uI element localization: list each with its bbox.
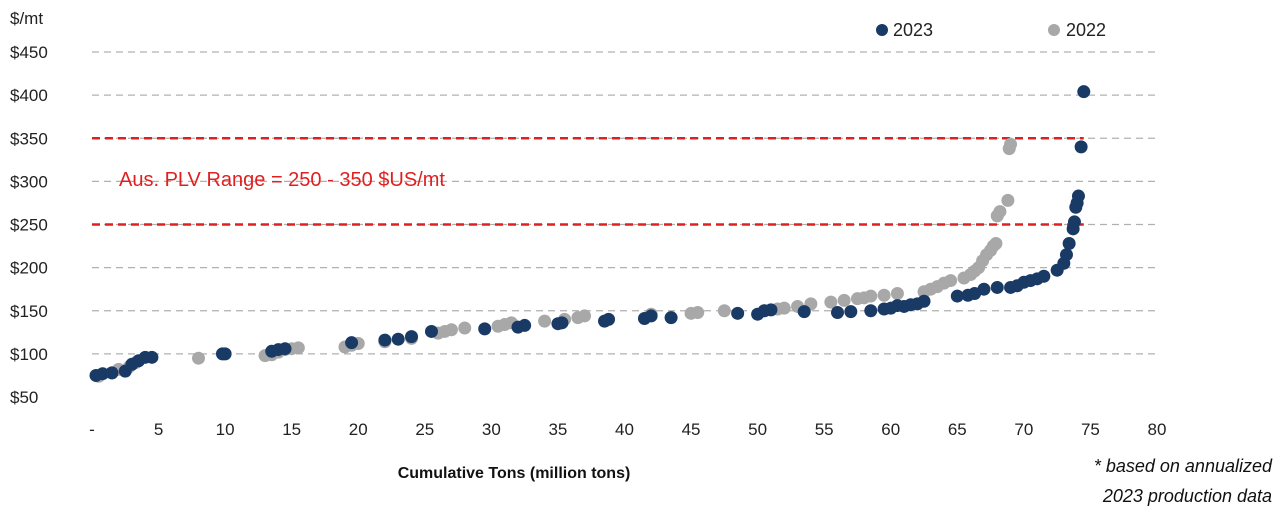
x-tick-label: 45: [682, 420, 701, 439]
point-2022: [1004, 137, 1018, 151]
x-tick-label: 75: [1081, 420, 1100, 439]
x-tick-label: -: [89, 420, 95, 439]
y-axis-ticks: $50 $100 $150 $200 $250 $300 $350 $400 $450: [10, 43, 48, 407]
y-axis-unit-label: $/mt: [10, 9, 43, 28]
point-2023: [518, 318, 532, 332]
x-tick-label: 55: [815, 420, 834, 439]
x-tick-label: 50: [748, 420, 767, 439]
point-2023: [105, 366, 119, 380]
point-2023: [1071, 189, 1085, 203]
point-2023: [1077, 85, 1091, 99]
footnote-line-2: 2023 production data: [1102, 486, 1272, 506]
footnote-line-1: * based on annualized: [1094, 456, 1273, 476]
legend: 2023 2022: [876, 20, 1106, 40]
point-2023: [1062, 236, 1076, 250]
legend-2023-label: 2023: [893, 20, 933, 40]
y-tick-label: $300: [10, 172, 48, 191]
point-2023: [917, 294, 931, 308]
point-2023: [950, 289, 964, 303]
reference-lines: [92, 137, 1084, 226]
point-2023: [797, 305, 811, 319]
point-2023: [1074, 140, 1088, 154]
point-2023: [602, 312, 616, 326]
y-tick-label: $400: [10, 86, 48, 105]
y-tick-label: $250: [10, 216, 48, 235]
x-tick-label: 25: [415, 420, 434, 439]
x-tick-label: 65: [948, 420, 967, 439]
point-2023: [96, 367, 110, 381]
point-2023: [1059, 248, 1073, 262]
point-2022: [691, 305, 705, 319]
point-2023: [764, 303, 778, 317]
y-tick-label: $350: [10, 129, 48, 148]
x-tick-label: 80: [1148, 420, 1167, 439]
point-2023: [1067, 215, 1081, 229]
footnote: * based on annualized 2023 production da…: [1094, 456, 1273, 506]
point-2023: [218, 347, 232, 361]
point-2023: [844, 305, 858, 319]
y-tick-label: $150: [10, 302, 48, 321]
point-2022: [291, 341, 305, 355]
x-tick-label: 35: [548, 420, 567, 439]
point-2023: [1037, 269, 1051, 283]
gridlines: [92, 51, 1157, 355]
point-2023: [731, 306, 745, 320]
legend-2023-marker: [876, 24, 888, 36]
point-2022: [777, 301, 791, 315]
y-tick-label: $200: [10, 259, 48, 278]
point-2022: [877, 288, 891, 302]
point-2022: [444, 323, 458, 337]
point-2023: [478, 322, 492, 336]
point-2022: [837, 293, 851, 307]
point-2022: [864, 289, 878, 303]
point-2023: [664, 311, 678, 325]
x-tick-label: 10: [216, 420, 235, 439]
point-2023: [278, 342, 292, 356]
x-tick-label: 40: [615, 420, 634, 439]
point-2023: [864, 304, 878, 318]
x-axis-title: Cumulative Tons (million tons): [398, 465, 631, 482]
y-tick-label: $100: [10, 345, 48, 364]
point-2022: [538, 314, 552, 328]
point-2022: [717, 304, 731, 318]
point-2023: [644, 309, 658, 323]
point-2023: [555, 316, 569, 330]
point-2022: [890, 287, 904, 300]
x-tick-label: 5: [154, 420, 163, 439]
point-2023: [831, 305, 844, 319]
x-axis-ticks: - 5 10 15 20 25 30 35 40 45 50 55 60 65 70 75 80: [89, 420, 1166, 439]
data-points: [89, 85, 1091, 383]
point-2022: [458, 321, 472, 335]
point-2022: [944, 274, 958, 288]
point-2023: [977, 282, 991, 296]
legend-2022-label: 2022: [1066, 20, 1106, 40]
point-2022: [993, 205, 1007, 219]
y-tick-label: $50: [10, 388, 38, 407]
x-tick-label: 60: [881, 420, 900, 439]
plv-range-annotation: Aus. PLV Range = 250 - 350 $US/mt: [119, 169, 445, 191]
point-2023: [345, 336, 359, 350]
point-2022: [1001, 193, 1015, 207]
point-2023: [391, 332, 405, 346]
x-tick-label: 15: [282, 420, 301, 439]
point-2023: [405, 330, 418, 344]
point-2023: [145, 350, 159, 364]
point-2022: [578, 309, 592, 323]
x-tick-label: 20: [349, 420, 368, 439]
point-2022: [192, 351, 205, 365]
point-2022: [824, 295, 838, 309]
legend-2022-marker: [1048, 24, 1060, 36]
x-tick-label: 30: [482, 420, 501, 439]
x-tick-label: 70: [1014, 420, 1033, 439]
point-2023: [378, 333, 392, 347]
point-2023: [424, 324, 438, 338]
y-tick-label: $450: [10, 43, 48, 62]
point-2023: [990, 280, 1004, 294]
point-2022: [989, 236, 1003, 250]
